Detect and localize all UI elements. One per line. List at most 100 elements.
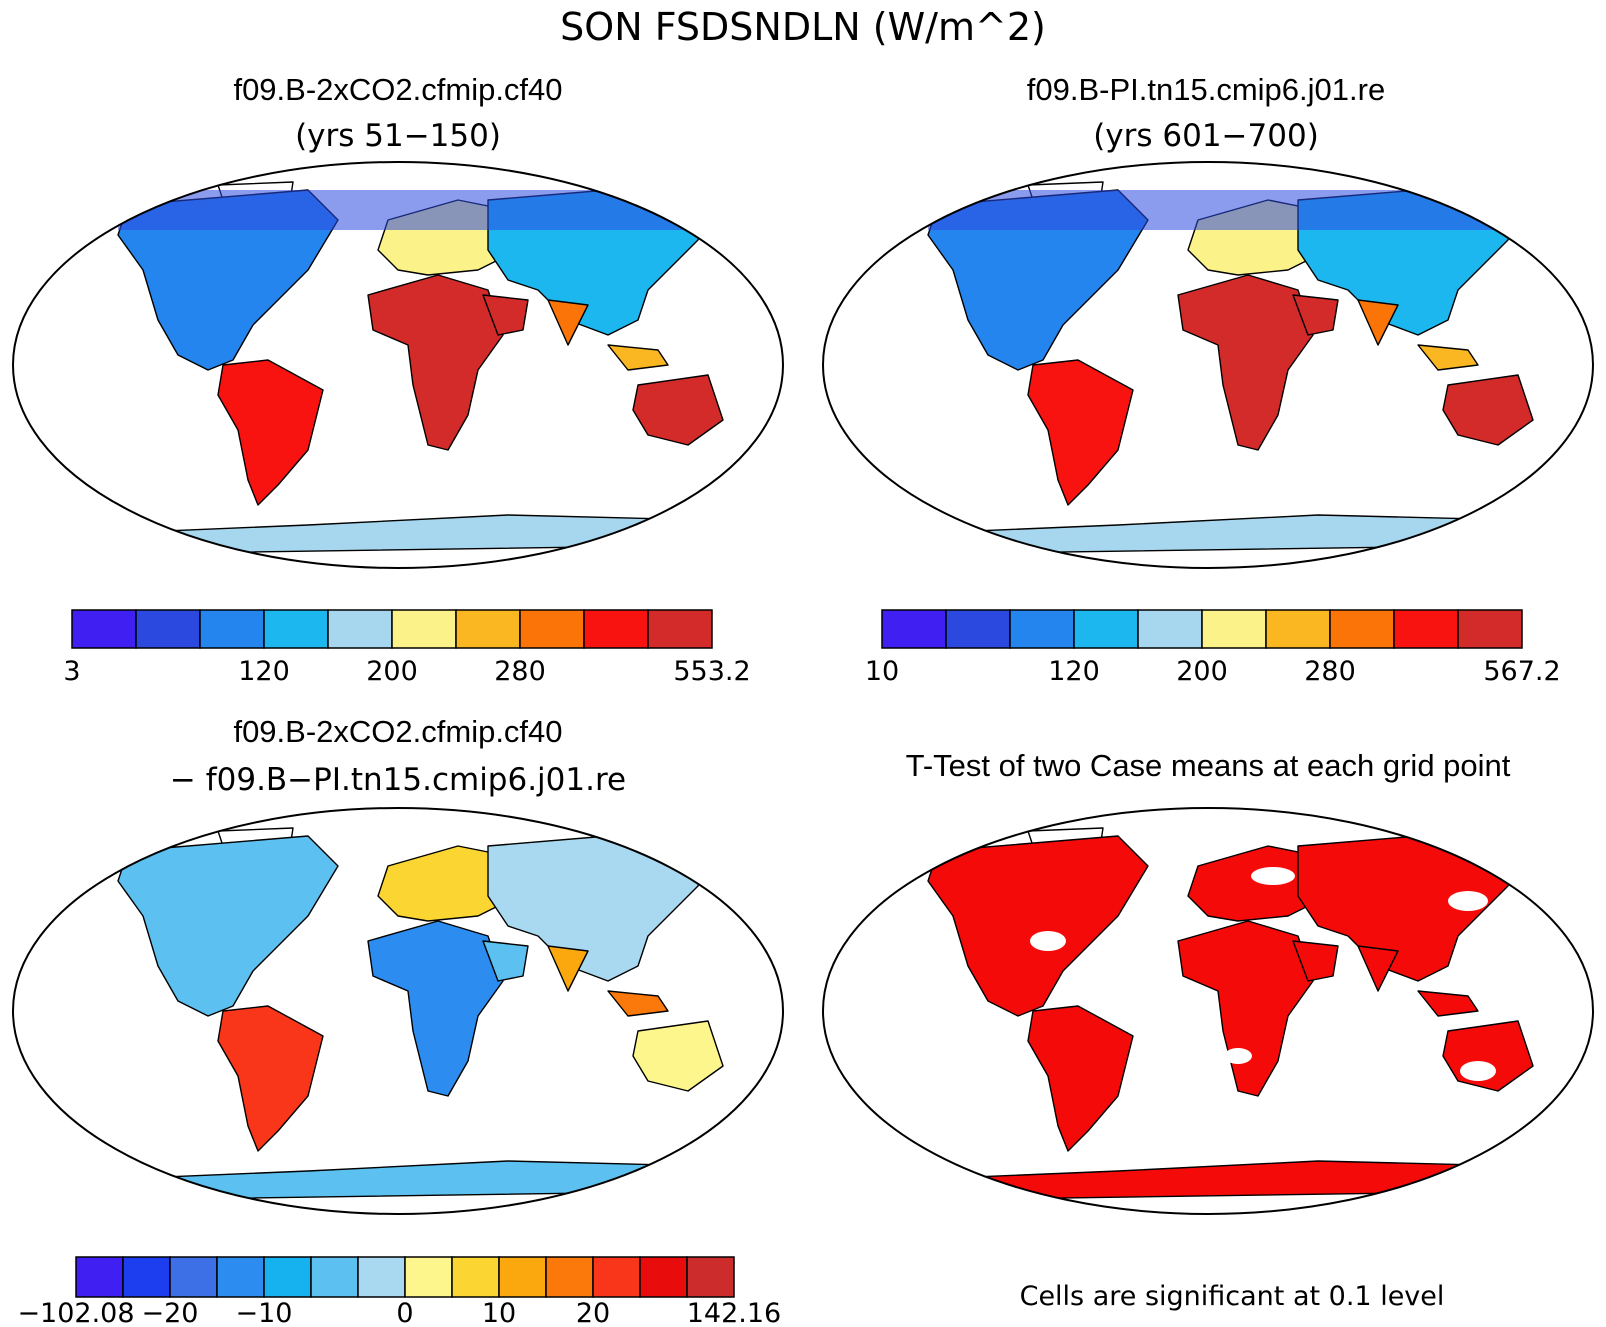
colorbar-box (455, 609, 521, 649)
panel-ttest-map-border (822, 807, 1594, 1215)
landmass-aus (1442, 374, 1534, 446)
colorbar-box (1393, 609, 1459, 649)
panel-case2-colorbar: 10 120 200 280 567.2 (865, 609, 1561, 687)
panel-diff-colorbar: −102.08 −20 −10 0 10 20 142.16 (17, 1256, 781, 1327)
colorbar-box (391, 609, 457, 649)
colorbar-box (545, 1256, 594, 1298)
landmass-arab (482, 294, 529, 336)
panel-case1-map (12, 161, 784, 569)
panel-case2-title: f09.B-PI.tn15.cmip6.j01.re (1027, 72, 1385, 107)
colorbar-box (519, 609, 585, 649)
landmass-samer (1027, 359, 1134, 506)
colorbar-box (1009, 609, 1075, 649)
landmass-samer (217, 359, 324, 506)
colorbar-box (1329, 609, 1395, 649)
landmass-arab (1292, 294, 1339, 336)
figure-title: SON FSDSNDLN (W/m^2) (560, 5, 1046, 49)
landmass-eur (1187, 845, 1319, 922)
panel-case1-map-border (12, 161, 784, 569)
colorbar-tick-label: 553.2 (673, 656, 750, 687)
panel-case1-subtitle: (yrs 51−150) (295, 118, 501, 154)
arctic-band (118, 190, 708, 230)
colorbar-tick-label: 200 (1176, 656, 1228, 687)
panel-diff-map-fill (47, 827, 729, 1202)
colorbar-tick-label: −20 (142, 1298, 199, 1327)
panel-case1-title: f09.B-2xCO2.cfmip.cf40 (233, 72, 562, 107)
landmass-namer (117, 835, 339, 1017)
landmass-arab (482, 940, 529, 982)
landmass-aus (1442, 1020, 1534, 1092)
colorbar-tick-label: −10 (236, 1298, 293, 1327)
colorbar-box (1265, 609, 1331, 649)
panel-case2-map (822, 161, 1594, 569)
colorbar-tick-label: 20 (576, 1298, 610, 1327)
colorbar-box (1201, 609, 1267, 649)
colorbar-tick-label: 200 (366, 656, 418, 687)
colorbar-box (498, 1256, 547, 1298)
panel-case2-map-fill (857, 181, 1539, 556)
panel-ttest-map (822, 807, 1594, 1215)
colorbar-box (404, 1256, 453, 1298)
panel-diff-map (12, 807, 784, 1215)
landmass-india (1357, 299, 1399, 346)
landmass-india (547, 299, 589, 346)
panel-case2-subtitle: (yrs 601−700) (1093, 118, 1319, 154)
colorbar-tick-label: 10 (865, 656, 899, 687)
colorbar-tick-label: 120 (1048, 656, 1100, 687)
colorbar-box (199, 609, 265, 649)
landmass-indo (607, 990, 669, 1017)
landmass-arab (1292, 940, 1339, 982)
panel-case2-map-border (822, 161, 1594, 569)
panel-diff: f09.B-2xCO2.cfmip.cf40 − f09.B−PI.tn15.c… (12, 714, 784, 1327)
landmass-samer (1027, 1005, 1134, 1152)
landmass-aus (632, 1020, 724, 1092)
colorbar-box (647, 609, 713, 649)
panel-diff-map-border (12, 807, 784, 1215)
colorbar-tick-label: 10 (482, 1298, 516, 1327)
panel-case1-map-fill (47, 181, 729, 556)
colorbar-box (135, 609, 201, 649)
landmass-india (547, 945, 589, 992)
landmass-afr (1177, 274, 1314, 451)
colorbar-box (310, 1256, 359, 1298)
panel-case2: f09.B-PI.tn15.cmip6.j01.re (yrs 601−700)… (822, 72, 1594, 687)
panel-case1-colorbar: 3 120 200 280 553.2 (63, 609, 751, 687)
panel-diff-subtitle: − f09.B−PI.tn15.cmip6.j01.re (170, 762, 626, 798)
colorbar-box (686, 1256, 735, 1298)
non-significant-patch (1251, 867, 1295, 885)
colorbar-box (263, 1256, 312, 1298)
panel-ttest: T-Test of two Case means at each grid po… (822, 748, 1594, 1312)
arctic-band (928, 190, 1518, 230)
colorbar-box (583, 609, 649, 649)
colorbar-tick-label: 120 (238, 656, 290, 687)
non-significant-patch (1030, 931, 1066, 951)
landmass-indo (1417, 344, 1479, 371)
colorbar-box (169, 1256, 218, 1298)
colorbar-box (75, 1256, 124, 1298)
colorbar-tick-label: 0 (396, 1298, 413, 1327)
colorbar-box (263, 609, 329, 649)
panel-ttest-map-fill (857, 827, 1539, 1202)
colorbar-box (71, 609, 137, 649)
colorbar-box (357, 1256, 406, 1298)
non-significant-patch (1224, 1048, 1252, 1064)
landmass-india (1357, 945, 1399, 992)
panel-ttest-note: Cells are significant at 0.1 level (1020, 1281, 1445, 1312)
non-significant-patch (1448, 891, 1488, 911)
colorbar-box (945, 609, 1011, 649)
landmass-indo (607, 344, 669, 371)
colorbar-box (639, 1256, 688, 1298)
colorbar-box (451, 1256, 500, 1298)
colorbar-box (122, 1256, 171, 1298)
colorbar-tick-label: 567.2 (1483, 656, 1560, 687)
colorbar-tick-label: 3 (63, 656, 80, 687)
non-significant-patch (1460, 1061, 1496, 1081)
colorbar-tick-label: 280 (1304, 656, 1356, 687)
landmass-indo (1417, 990, 1479, 1017)
colorbar-tick-label: 280 (494, 656, 546, 687)
landmass-eur (377, 845, 509, 922)
colorbar-box (592, 1256, 641, 1298)
landmass-samer (217, 1005, 324, 1152)
colorbar-box (1137, 609, 1203, 649)
